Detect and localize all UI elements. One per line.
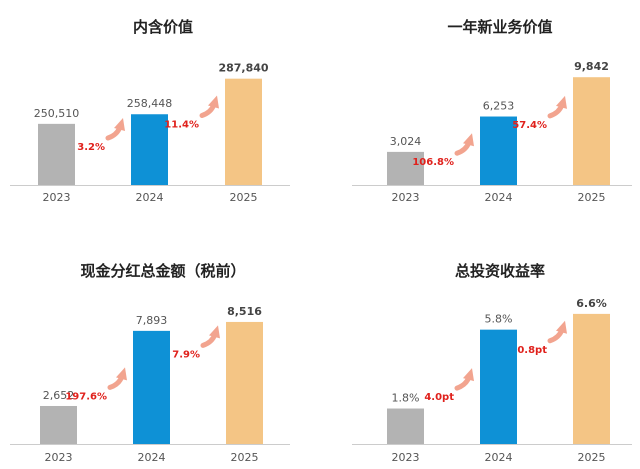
chart-4: 总投资收益率 1.8% 2023 5.8% 2024 6.6% 2025 4.0pt 0.8pt xyxy=(352,262,632,464)
growth-arrow-icon xyxy=(454,368,474,391)
category-label: 2024 xyxy=(138,451,166,464)
growth-label: 3.2% xyxy=(77,142,105,153)
growth-arrow-icon xyxy=(547,95,567,119)
chart-title: 总投资收益率 xyxy=(455,262,545,280)
growth-label: 57.4% xyxy=(512,120,547,131)
value-label: 6.6% xyxy=(576,297,607,310)
growth-arrow-head xyxy=(463,368,474,382)
bar-2025 xyxy=(573,77,610,185)
growth-arrow-head xyxy=(116,367,127,381)
growth-label: 106.8% xyxy=(412,157,454,168)
value-label: 2,652 xyxy=(43,389,75,402)
bar-2024 xyxy=(133,330,170,444)
growth-arrow-head xyxy=(114,118,125,132)
category-label: 2024 xyxy=(136,191,164,204)
value-label: 258,448 xyxy=(127,97,173,110)
category-label: 2025 xyxy=(578,191,606,204)
chart-2: 一年新业务价值 3,024 2023 6,253 2024 9,842 2025 106.8%… xyxy=(352,18,632,204)
category-label: 2023 xyxy=(43,191,71,204)
category-label: 2025 xyxy=(231,451,259,464)
chart-title: 现金分红总金额（税前） xyxy=(80,262,245,280)
bar-2023 xyxy=(387,151,424,185)
value-label: 250,510 xyxy=(34,107,80,120)
growth-arrow-icon xyxy=(547,320,567,344)
category-label: 2024 xyxy=(485,191,513,204)
growth-arrow-head xyxy=(208,95,219,109)
growth-arrow-head xyxy=(556,320,567,334)
growth-label: 11.4% xyxy=(164,119,199,130)
growth-label: 197.6% xyxy=(65,391,107,402)
value-label: 9,842 xyxy=(574,60,609,73)
value-label: 1.8% xyxy=(392,392,420,405)
category-label: 2024 xyxy=(485,451,513,464)
chart-title: 内含价值 xyxy=(133,18,193,36)
growth-arrow-head xyxy=(463,133,474,147)
category-label: 2025 xyxy=(578,451,606,464)
growth-arrow-head xyxy=(209,325,220,339)
value-label: 6,253 xyxy=(483,100,515,113)
bar-2024 xyxy=(480,116,517,185)
value-label: 7,893 xyxy=(136,314,168,327)
value-label: 3,024 xyxy=(390,135,422,148)
bar-2025 xyxy=(573,313,610,444)
value-label: 287,840 xyxy=(218,62,268,75)
bar-2023 xyxy=(38,123,75,185)
growth-label: 0.8pt xyxy=(517,345,547,356)
category-label: 2025 xyxy=(230,191,258,204)
category-label: 2023 xyxy=(392,451,420,464)
category-label: 2023 xyxy=(45,451,73,464)
chart-3: 现金分红总金额（税前） 2,652 2023 7,893 2024 8,516 2025 19… xyxy=(10,262,290,464)
growth-arrow-icon xyxy=(105,118,125,141)
bar-2025 xyxy=(225,78,262,185)
growth-arrow-icon xyxy=(107,367,127,390)
category-label: 2023 xyxy=(392,191,420,204)
bar-2023 xyxy=(387,408,424,444)
bar-2023 xyxy=(40,405,77,444)
growth-arrow-icon xyxy=(199,95,219,118)
chart-title: 一年新业务价值 xyxy=(447,18,552,36)
growth-arrow-icon xyxy=(200,325,220,348)
bar-2025 xyxy=(226,321,263,444)
chart-1: 内含价值 250,510 2023 258,448 2024 287,840 2025 3.2… xyxy=(10,18,290,204)
value-label: 5.8% xyxy=(485,313,513,326)
growth-arrow-head xyxy=(556,95,567,109)
growth-arrow-icon xyxy=(454,133,474,156)
growth-label: 4.0pt xyxy=(424,392,454,403)
bar-2024 xyxy=(131,114,168,185)
bar-2024 xyxy=(480,329,517,444)
value-label: 8,516 xyxy=(227,305,262,318)
growth-label: 7.9% xyxy=(172,349,200,360)
